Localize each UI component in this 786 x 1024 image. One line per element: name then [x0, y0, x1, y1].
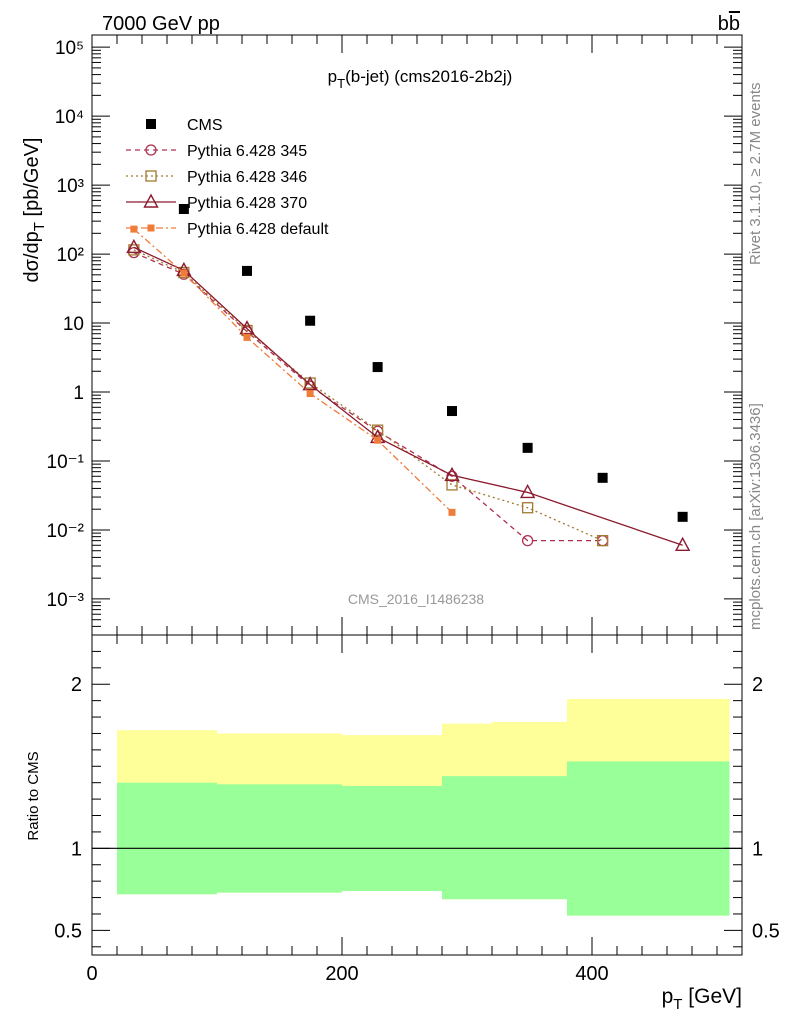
- data-point: [596, 534, 609, 547]
- data-point: [306, 390, 314, 398]
- legend-label: CMS: [187, 117, 223, 134]
- legend-marker: [146, 119, 156, 129]
- data-point: [447, 406, 457, 417]
- ratio-y-tick-label: 0.5: [752, 920, 780, 942]
- collision-label: 7000 GeV pp: [102, 13, 220, 35]
- data-point: [180, 269, 188, 277]
- data-point: [305, 315, 316, 326]
- legend-entry: Pythia 6.428 346: [126, 169, 307, 186]
- ratio-y-axis-label: Ratio to CMS: [25, 751, 42, 840]
- ratio-y-tick-label: 2: [71, 674, 82, 696]
- legend-marker: [145, 170, 157, 182]
- legend: CMS Pythia 6.428 345 Pythia 6.428 346 Pythi…: [126, 117, 329, 238]
- y-tick-label: 10⁵: [55, 38, 84, 59]
- series-line: [133, 252, 603, 542]
- y-tick-label: 10³: [57, 176, 84, 197]
- series-pythia-6-428-370: [126, 238, 691, 551]
- x-axis-label: pT [GeV]: [662, 985, 742, 1013]
- x-tick-label: 0: [86, 963, 97, 985]
- series-line: [133, 228, 453, 513]
- y-tick-label: 10⁻²: [47, 521, 85, 542]
- chart-title: pT(b-jet) (cms2016-2b2j): [328, 67, 513, 91]
- data-point: [178, 204, 189, 215]
- process-label: bb: [718, 13, 740, 35]
- ratio-y-tick-label: 0.5: [54, 920, 82, 942]
- data-point: [597, 472, 608, 483]
- ratio-axis-ticks: 0.5 0.5 1 1 2 2 0 200 400: [54, 634, 780, 985]
- watermark: CMS_2016_I1486238: [348, 591, 484, 607]
- data-point: [126, 238, 142, 254]
- side-label-bottom: mcplots.cern.ch [arXiv:1306.3436]: [747, 403, 764, 630]
- main-y-axis-label: dσ/dpT [pb/GeV]: [21, 138, 48, 283]
- data-point: [130, 225, 138, 233]
- series-cms: [178, 204, 688, 522]
- legend-entry: CMS: [146, 117, 223, 134]
- ratio-bands: [92, 699, 742, 916]
- legend-label: Pythia 6.428 370: [187, 195, 307, 212]
- y-tick-label: 10: [63, 314, 84, 335]
- ratio-y-tick-label: 1: [752, 838, 763, 860]
- legend-entry: Pythia 6.428 345: [126, 143, 307, 160]
- y-tick-label: 1: [73, 383, 84, 404]
- data-point: [243, 333, 251, 341]
- series-layer: [126, 204, 691, 551]
- data-point: [448, 508, 456, 516]
- y-tick-label: 10⁴: [55, 107, 84, 128]
- data-point: [519, 483, 536, 499]
- y-tick-label: 10²: [57, 245, 84, 266]
- data-point: [521, 502, 534, 514]
- ratio-band-inner: [117, 782, 217, 895]
- data-point: [521, 534, 534, 547]
- data-point: [239, 320, 255, 335]
- y-tick-label: 10⁻³: [47, 590, 85, 611]
- ratio-band-inner: [492, 776, 567, 900]
- data-point: [444, 466, 460, 482]
- series-line: [133, 246, 683, 546]
- legend-label: Pythia 6.428 default: [187, 221, 329, 238]
- data-point: [674, 536, 691, 551]
- series-pythia-6-428-default: [130, 225, 456, 516]
- data-point: [374, 436, 382, 444]
- data-point: [522, 442, 533, 453]
- ratio-band-inner: [567, 761, 730, 916]
- ratio-band-inner: [442, 776, 492, 900]
- side-label-top: Rivet 3.1.10, ≥ 2.7M events: [747, 83, 764, 266]
- x-tick-label: 200: [325, 963, 358, 985]
- ratio-y-tick-label: 2: [752, 674, 763, 696]
- data-point: [371, 424, 384, 436]
- legend-entry: Pythia 6.428 default: [126, 221, 329, 238]
- legend-marker: [145, 144, 157, 156]
- ratio-band-inner: [217, 784, 342, 893]
- legend-entry: Pythia 6.428 370: [126, 193, 307, 212]
- ratio-band-inner: [342, 785, 442, 891]
- data-point: [677, 511, 688, 522]
- legend-marker: [143, 193, 159, 208]
- data-point: [242, 265, 252, 276]
- data-point: [302, 376, 318, 391]
- ratio-y-tick-label: 1: [71, 838, 82, 860]
- legend-marker: [147, 224, 155, 232]
- legend-label: Pythia 6.428 346: [187, 169, 307, 186]
- x-tick-label: 400: [575, 963, 608, 985]
- series-pythia-6-428-345: [128, 246, 609, 547]
- legend-label: Pythia 6.428 345: [187, 143, 307, 160]
- data-point: [372, 362, 383, 373]
- y-tick-label: 10⁻¹: [47, 452, 85, 473]
